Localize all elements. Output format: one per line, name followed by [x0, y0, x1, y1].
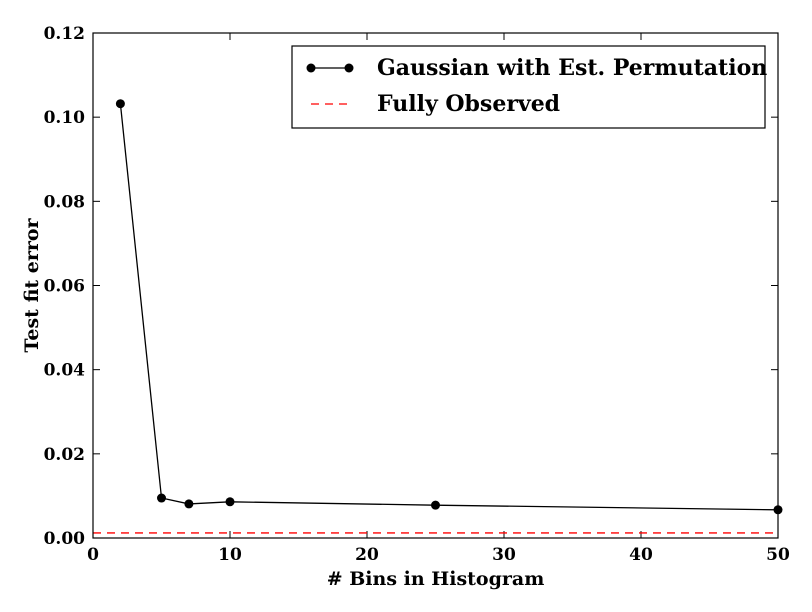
x-tick-label: 30 [492, 545, 516, 565]
legend-box [291, 45, 766, 129]
y-tick-label: 0.06 [44, 277, 85, 297]
x-tick-label: 40 [629, 545, 653, 565]
y-tick-label: 0.00 [44, 529, 86, 549]
data-point [115, 99, 125, 109]
x-tick-label: 10 [218, 545, 242, 565]
x-tick-label: 20 [355, 545, 379, 565]
y-tick-label: 0.12 [44, 24, 85, 44]
data-point [431, 500, 440, 510]
legend: Gaussian with Est. Permutation Fully Obse… [291, 45, 767, 129]
x-tick-label: 50 [766, 545, 790, 565]
legend-label: Fully Observed [377, 91, 560, 117]
y-tick-label: 0.04 [44, 361, 86, 381]
plot-series [93, 99, 783, 534]
legend-label: Gaussian with Est. Permutation [377, 55, 767, 81]
x-tick-label: 0 [87, 545, 99, 565]
data-point [157, 493, 166, 503]
y-tick-label: 0.08 [44, 192, 85, 212]
x-axis-label: # Bins in Histogram [327, 568, 545, 590]
legend-marker [344, 63, 354, 73]
y-tick-label: 0.02 [44, 445, 85, 465]
y-tick-label: 0.10 [44, 108, 86, 128]
legend-marker [306, 63, 316, 73]
data-point [225, 497, 235, 507]
y-axis-label: Test fit error [21, 217, 43, 352]
plot-frame [92, 32, 779, 539]
gaussian-series-line [119, 103, 779, 511]
data-point [184, 499, 194, 509]
axis-ticks: 0 10 20 30 40 50 0.00 0.02 0.04 0.06 0.08 0.10 0.12 [44, 24, 790, 565]
